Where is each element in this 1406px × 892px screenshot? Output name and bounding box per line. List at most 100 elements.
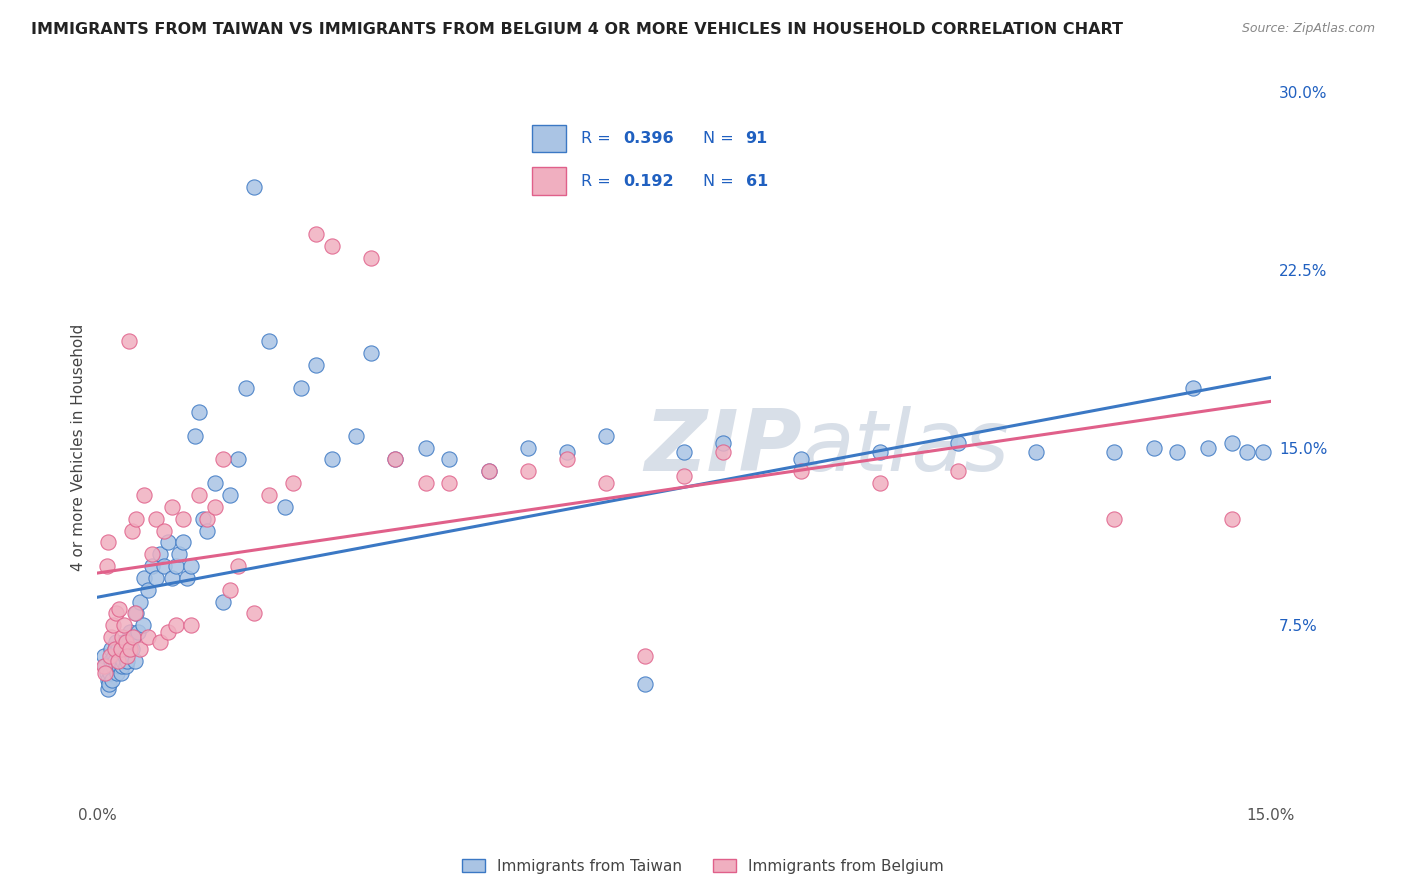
Point xyxy=(204,476,226,491)
Point xyxy=(204,500,226,514)
Point xyxy=(188,488,211,502)
Point xyxy=(112,618,135,632)
Point xyxy=(125,512,148,526)
Point xyxy=(100,642,122,657)
Point xyxy=(165,559,187,574)
Point xyxy=(415,476,437,491)
Text: ZIP: ZIP xyxy=(644,406,801,489)
Point xyxy=(219,488,242,502)
Point xyxy=(112,654,135,668)
Point xyxy=(165,618,187,632)
Point xyxy=(120,625,142,640)
Point xyxy=(124,654,146,668)
Point xyxy=(281,476,304,491)
Point xyxy=(101,658,124,673)
Point xyxy=(1251,445,1274,459)
Point xyxy=(1104,512,1126,526)
Point xyxy=(124,607,146,621)
Point xyxy=(235,381,257,395)
Point xyxy=(115,649,138,664)
Point xyxy=(477,464,499,478)
Point xyxy=(103,649,125,664)
Point xyxy=(1166,445,1188,459)
Point xyxy=(115,654,138,668)
Point xyxy=(1025,445,1047,459)
Point xyxy=(149,547,172,561)
Point xyxy=(180,618,202,632)
Point xyxy=(305,358,328,372)
Point xyxy=(101,618,124,632)
Point xyxy=(1220,512,1243,526)
Point xyxy=(122,630,145,644)
Point xyxy=(149,635,172,649)
Point xyxy=(107,642,129,657)
Point xyxy=(104,654,127,668)
Point xyxy=(321,239,343,253)
Point xyxy=(110,665,132,680)
Point xyxy=(1197,441,1219,455)
Point xyxy=(516,464,538,478)
Point xyxy=(634,677,657,691)
Point xyxy=(141,559,163,574)
Point xyxy=(108,601,131,615)
Point xyxy=(96,665,118,680)
Point xyxy=(108,658,131,673)
Point xyxy=(103,642,125,657)
Point xyxy=(111,630,134,644)
Point xyxy=(129,594,152,608)
Point xyxy=(195,512,218,526)
Text: IMMIGRANTS FROM TAIWAN VS IMMIGRANTS FROM BELGIUM 4 OR MORE VEHICLES IN HOUSEHOL: IMMIGRANTS FROM TAIWAN VS IMMIGRANTS FRO… xyxy=(31,22,1123,37)
Point xyxy=(117,635,139,649)
Point xyxy=(134,488,156,502)
Point xyxy=(105,635,128,649)
Point xyxy=(132,618,155,632)
Point xyxy=(129,642,152,657)
Legend: Immigrants from Taiwan, Immigrants from Belgium: Immigrants from Taiwan, Immigrants from … xyxy=(456,853,950,880)
Point xyxy=(121,642,143,657)
Point xyxy=(226,559,249,574)
Point xyxy=(384,452,406,467)
Point xyxy=(98,665,121,680)
Point xyxy=(184,429,207,443)
Point xyxy=(145,512,167,526)
Point xyxy=(100,654,122,668)
Point xyxy=(290,381,312,395)
Point xyxy=(869,476,891,491)
Point xyxy=(121,524,143,538)
Point xyxy=(93,658,115,673)
Point xyxy=(103,642,125,657)
Point xyxy=(136,582,159,597)
Point xyxy=(946,436,969,450)
Point xyxy=(555,452,578,467)
Point xyxy=(172,535,194,549)
Point xyxy=(946,464,969,478)
Point xyxy=(321,452,343,467)
Point xyxy=(114,635,136,649)
Point xyxy=(100,630,122,644)
Point xyxy=(111,642,134,657)
Point xyxy=(415,441,437,455)
Point xyxy=(711,445,734,459)
Point xyxy=(156,535,179,549)
Point xyxy=(98,677,121,691)
Point xyxy=(122,630,145,644)
Point xyxy=(98,649,121,664)
Point xyxy=(117,642,139,657)
Point xyxy=(114,649,136,664)
Point xyxy=(107,654,129,668)
Point xyxy=(790,464,813,478)
Point xyxy=(188,405,211,419)
Point xyxy=(555,445,578,459)
Point xyxy=(94,658,117,673)
Point xyxy=(153,559,176,574)
Point xyxy=(1181,381,1204,395)
Point xyxy=(243,180,266,194)
Point xyxy=(439,452,461,467)
Point xyxy=(634,649,657,664)
Point xyxy=(439,476,461,491)
Point xyxy=(125,607,148,621)
Point xyxy=(477,464,499,478)
Point xyxy=(127,625,149,640)
Point xyxy=(136,630,159,644)
Point xyxy=(211,452,233,467)
